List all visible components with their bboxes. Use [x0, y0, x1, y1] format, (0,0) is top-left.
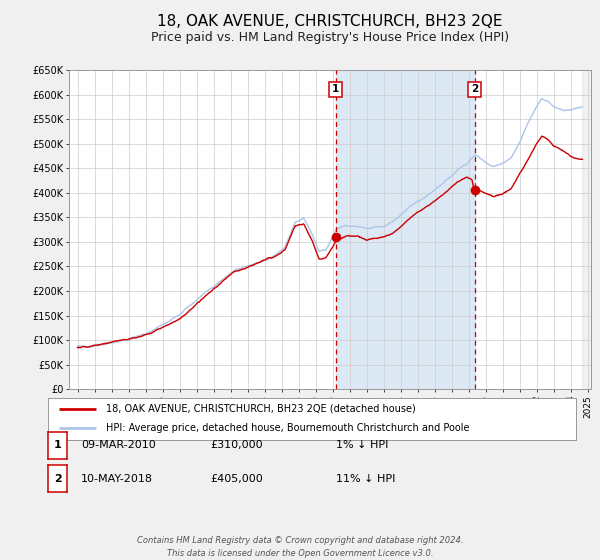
Bar: [583, 70, 591, 389]
Text: This data is licensed under the Open Government Licence v3.0.: This data is licensed under the Open Gov…: [167, 549, 433, 558]
Text: 11% ↓ HPI: 11% ↓ HPI: [336, 474, 395, 484]
Text: 18, OAK AVENUE, CHRISTCHURCH, BH23 2QE (detached house): 18, OAK AVENUE, CHRISTCHURCH, BH23 2QE (…: [106, 404, 416, 414]
Text: 09-MAR-2010: 09-MAR-2010: [81, 440, 156, 450]
Text: 2: 2: [471, 85, 478, 95]
Text: £310,000: £310,000: [210, 440, 263, 450]
Text: 2: 2: [54, 474, 61, 484]
Text: 1% ↓ HPI: 1% ↓ HPI: [336, 440, 388, 450]
Text: 10-MAY-2018: 10-MAY-2018: [81, 474, 153, 484]
Text: £405,000: £405,000: [210, 474, 263, 484]
Bar: [335, 70, 475, 389]
Text: Price paid vs. HM Land Registry's House Price Index (HPI): Price paid vs. HM Land Registry's House …: [151, 31, 509, 44]
Text: HPI: Average price, detached house, Bournemouth Christchurch and Poole: HPI: Average price, detached house, Bour…: [106, 423, 470, 433]
Text: 1: 1: [332, 85, 339, 95]
Text: 18, OAK AVENUE, CHRISTCHURCH, BH23 2QE: 18, OAK AVENUE, CHRISTCHURCH, BH23 2QE: [157, 14, 503, 29]
Text: 1: 1: [54, 440, 61, 450]
Text: Contains HM Land Registry data © Crown copyright and database right 2024.: Contains HM Land Registry data © Crown c…: [137, 536, 463, 545]
